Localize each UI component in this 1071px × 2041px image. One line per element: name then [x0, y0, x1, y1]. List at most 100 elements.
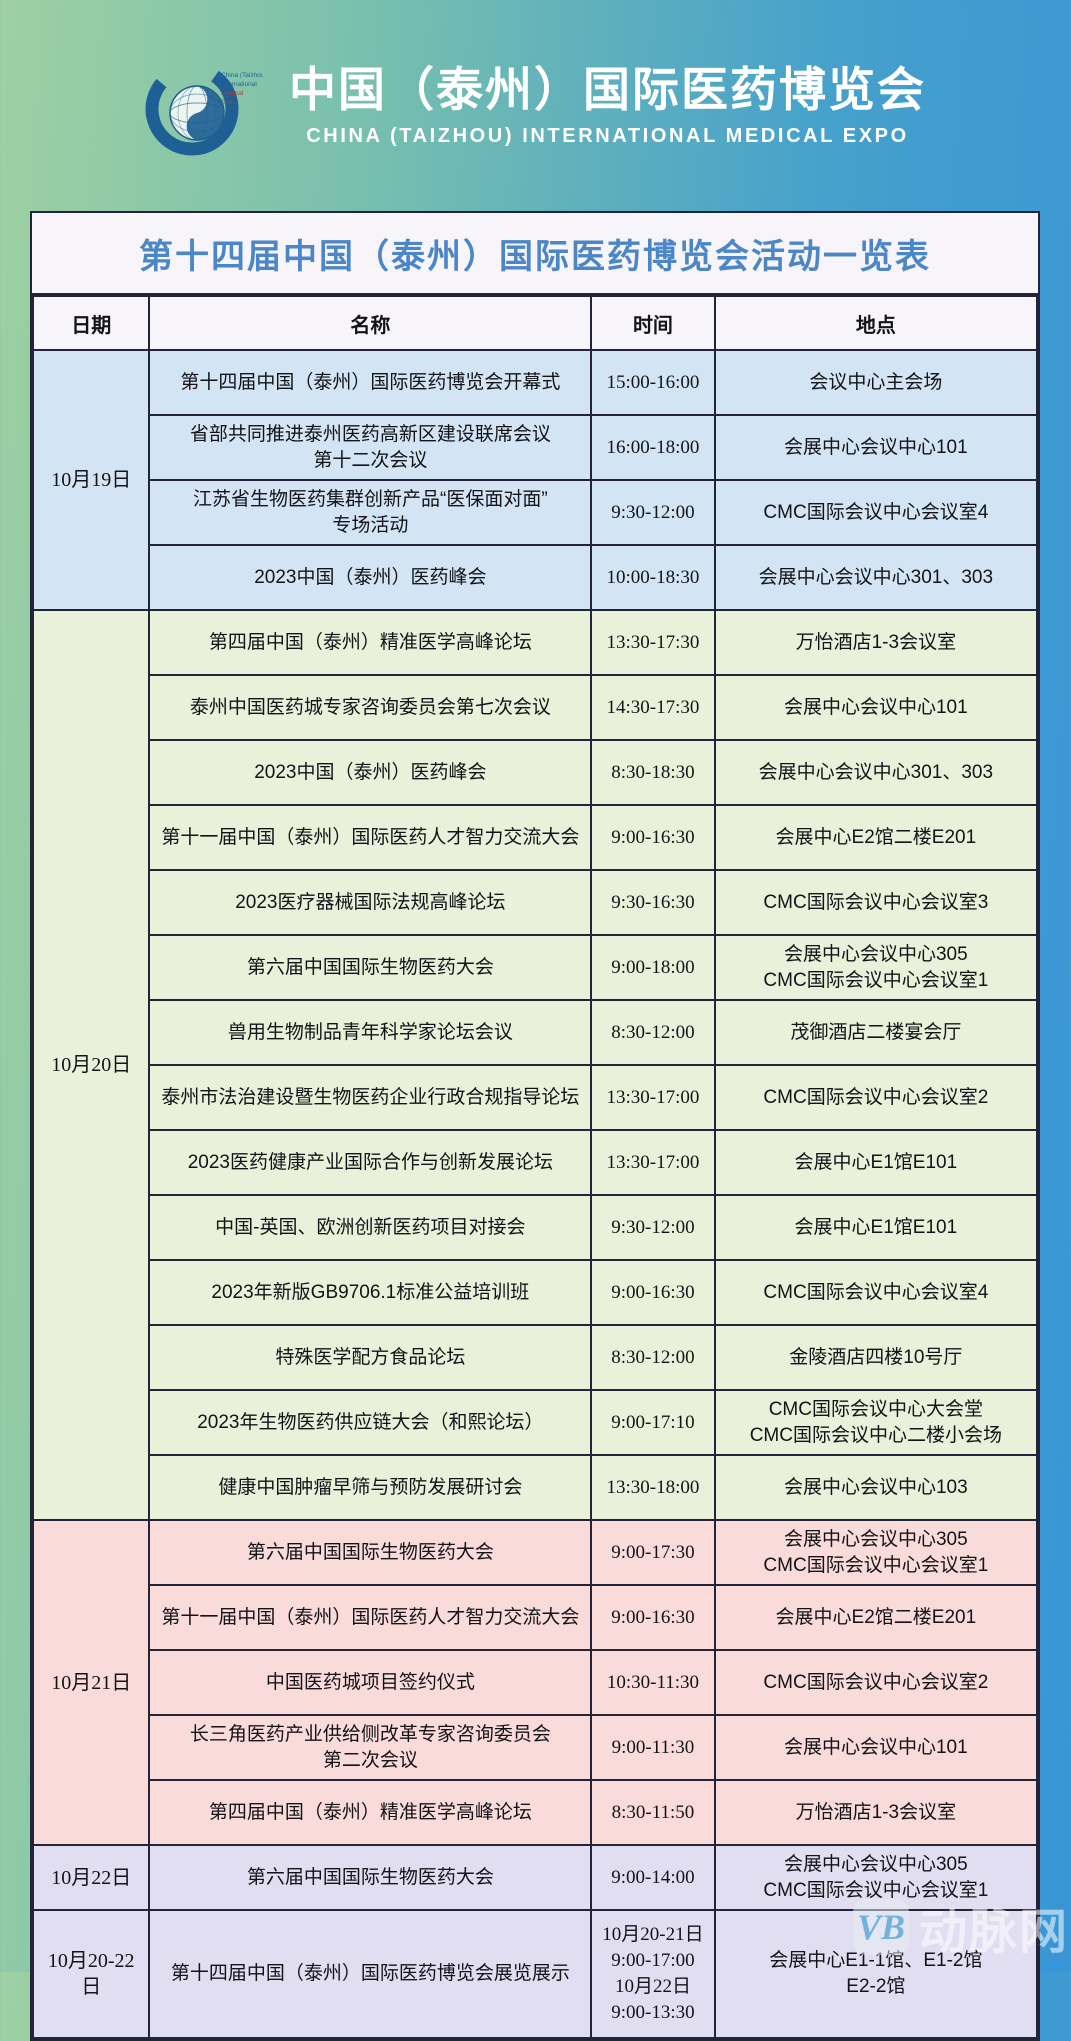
event-location-cell: 会展中心会议中心305 CMC国际会议中心会议室1: [713, 934, 1039, 1001]
event-row: 泰州中国医药城专家咨询委员会第七次会议 14:30-17:30 会展中心会议中心10…: [33, 674, 1039, 741]
event-location-cell: CMC国际会议中心大会堂 CMC国际会议中心二楼小会场: [713, 1389, 1039, 1456]
event-row: 10月22日 第六届中国国际生物医药大会 9:00-14:00 会展中心会议中心305…: [31, 1844, 1039, 1911]
event-name-cell: 特殊医学配方食品论坛: [148, 1324, 593, 1391]
event-time-cell: 9:00-16:30: [590, 804, 716, 871]
event-location-cell: CMC国际会议中心会议室3: [713, 869, 1039, 936]
event-row: 第六届中国国际生物医药大会 9:00-18:00 会展中心会议中心305 CMC国际…: [33, 934, 1039, 1001]
event-location-cell: 会展中心会议中心101: [713, 1714, 1039, 1781]
event-time-cell: 13:30-18:00: [590, 1454, 716, 1521]
date-cell: 10月19日: [31, 349, 151, 611]
event-location-cell: 茂御酒店二楼宴会厅: [713, 999, 1039, 1066]
event-row: 江苏省生物医药集群创新产品“医保面对面” 专场活动 9:30-12:00 CMC国际…: [33, 479, 1039, 546]
event-time-cell: 9:00-14:00: [590, 1844, 716, 1911]
event-row: 2023年生物医药供应链大会（和熙论坛） 9:00-17:10 CMC国际会议中心大…: [33, 1389, 1039, 1456]
event-name-cell: 省部共同推进泰州医药高新区建设联席会议 第十二次会议: [148, 414, 593, 481]
logo-caption-line-3: Medical: [221, 90, 244, 97]
event-row: 健康中国肿瘤早筛与预防发展研讨会 13:30-18:00 会展中心会议中心103: [33, 1454, 1039, 1521]
logo-caption-line-2: International: [221, 81, 257, 88]
event-time-cell: 13:30-17:00: [590, 1129, 716, 1196]
event-name-cell: 2023年生物医药供应链大会（和熙论坛）: [148, 1389, 593, 1456]
event-row: 中国医药城项目签约仪式 10:30-11:30 CMC国际会议中心会议室2: [33, 1649, 1039, 1716]
event-row: 2023医药健康产业国际合作与创新发展论坛 13:30-17:00 会展中心E1馆E…: [33, 1129, 1039, 1196]
event-time-cell: 9:00-18:00: [590, 934, 716, 1001]
event-name-cell: 泰州市法治建设暨生物医药企业行政合规指导论坛: [148, 1064, 593, 1131]
event-row: 2023中国（泰州）医药峰会 8:30-18:30 会展中心会议中心301、303: [33, 739, 1039, 806]
col-header-location: 地点: [713, 295, 1039, 351]
vb-logo-icon: VB: [852, 1899, 909, 1955]
watermark: VB 动脉网: [852, 1892, 1069, 1962]
date-cell: 10月21日: [31, 1519, 151, 1846]
event-name-cell: 中国医药城项目签约仪式: [148, 1649, 593, 1716]
col-header-time: 时间: [590, 295, 716, 351]
event-location-cell: 会展中心会议中心301、303: [713, 739, 1039, 806]
event-name-cell: 2023中国（泰州）医药峰会: [148, 739, 593, 806]
event-time-cell: 14:30-17:30: [590, 674, 716, 741]
event-time-cell: 9:30-12:00: [590, 479, 716, 546]
date-cell: 10月22日: [31, 1844, 151, 1911]
logo-caption-line-1: China (Taizhou): [221, 72, 263, 79]
event-location-cell: CMC国际会议中心会议室2: [713, 1064, 1039, 1131]
event-location-cell: CMC国际会议中心会议室4: [713, 479, 1039, 546]
event-location-cell: 会展中心E2馆二楼E201: [713, 1584, 1039, 1651]
table-title: 第十四届中国（泰州）国际医药博览会活动一览表: [32, 213, 1038, 295]
event-name-cell: 中国-英国、欧洲创新医药项目对接会: [148, 1194, 593, 1261]
event-time-cell: 9:00-11:30: [590, 1714, 716, 1781]
event-location-cell: 会展中心E1馆E101: [713, 1194, 1039, 1261]
schedule-table: 日期 名称 时间 地点 10月19日 第十四届中国（泰州）国际医药博览会开幕式 15…: [31, 295, 1039, 2039]
event-row: 第十一届中国（泰州）国际医药人才智力交流大会 9:00-16:30 会展中心E2馆二…: [33, 804, 1039, 871]
date-cell: 10月20-22日: [31, 1909, 151, 2039]
event-name-cell: 2023年新版GB9706.1标准公益培训班: [148, 1259, 593, 1326]
event-row: 2023医疗器械国际法规高峰论坛 9:30-16:30 CMC国际会议中心会议室3: [33, 869, 1039, 936]
event-name-cell: 第十四届中国（泰州）国际医药博览会开幕式: [148, 349, 593, 416]
event-row: 2023年新版GB9706.1标准公益培训班 9:00-16:30 CMC国际会议中…: [33, 1259, 1039, 1326]
event-location-cell: 会展中心会议中心305 CMC国际会议中心会议室1: [713, 1844, 1039, 1911]
event-time-cell: 10月20-21日 9:00-17:00 10月22日 9:00-13:30: [590, 1909, 716, 2039]
event-time-cell: 16:00-18:00: [590, 414, 716, 481]
event-time-cell: 13:30-17:30: [590, 609, 716, 676]
event-row: 10月20日 第四届中国（泰州）精准医学高峰论坛 13:30-17:30 万怡酒店1-…: [31, 609, 1039, 1521]
event-row: 兽用生物制品青年科学家论坛会议 8:30-12:00 茂御酒店二楼宴会厅: [33, 999, 1039, 1066]
event-name-cell: 2023医药健康产业国际合作与创新发展论坛: [148, 1129, 593, 1196]
event-time-cell: 9:00-17:10: [590, 1389, 716, 1456]
event-row: 2023中国（泰州）医药峰会 10:00-18:30 会展中心会议中心301、303: [33, 544, 1039, 611]
event-name-cell: 2023医疗器械国际法规高峰论坛: [148, 869, 593, 936]
event-time-cell: 9:30-12:00: [590, 1194, 716, 1261]
event-name-cell: 2023中国（泰州）医药峰会: [148, 544, 593, 611]
event-time-cell: 8:30-12:00: [590, 1324, 716, 1391]
date-cell: 10月20日: [31, 609, 151, 1521]
event-row: 中国-英国、欧洲创新医药项目对接会 9:30-12:00 会展中心E1馆E101: [33, 1194, 1039, 1261]
event-name-cell: 兽用生物制品青年科学家论坛会议: [148, 999, 593, 1066]
event-time-cell: 8:30-12:00: [590, 999, 716, 1066]
event-row: 泰州市法治建设暨生物医药企业行政合规指导论坛 13:30-17:00 CMC国际会议…: [33, 1064, 1039, 1131]
logo-caption-line-4: Expo: [221, 99, 236, 106]
event-time-cell: 9:30-16:30: [590, 869, 716, 936]
event-location-cell: 会展中心会议中心103: [713, 1454, 1039, 1521]
table-header-row: 日期 名称 时间 地点: [31, 295, 1039, 351]
event-time-cell: 9:00-16:30: [590, 1259, 716, 1326]
expo-globe-logo-icon: China (Taizhou) International Medical Ex…: [145, 47, 267, 165]
event-row: 10月19日 第十四届中国（泰州）国际医药博览会开幕式 15:00-16:00 会议中…: [31, 349, 1039, 611]
event-row: 第四届中国（泰州）精准医学高峰论坛 8:30-11:50 万怡酒店1-3会议室: [33, 1779, 1039, 1846]
col-header-name: 名称: [148, 295, 593, 351]
event-name-cell: 第十四届中国（泰州）国际医药博览会展览展示: [148, 1909, 593, 2039]
event-name-cell: 第四届中国（泰州）精准医学高峰论坛: [148, 609, 593, 676]
event-name-cell: 第十一届中国（泰州）国际医药人才智力交流大会: [148, 804, 593, 871]
event-location-cell: CMC国际会议中心会议室4: [713, 1259, 1039, 1326]
event-name-cell: 泰州中国医药城专家咨询委员会第七次会议: [148, 674, 593, 741]
event-time-cell: 15:00-16:00: [590, 349, 716, 416]
banner: China (Taizhou) International Medical Ex…: [0, 0, 1071, 211]
event-location-cell: 会展中心会议中心101: [713, 674, 1039, 741]
banner-subtitle-en: CHINA (TAIZHOU) INTERNATIONAL MEDICAL EX…: [306, 125, 909, 148]
schedule-panel: 第十四届中国（泰州）国际医药博览会活动一览表 日期 名称 时间 地点 10月19…: [30, 211, 1040, 2041]
event-row: 第十一届中国（泰州）国际医药人才智力交流大会 9:00-16:30 会展中心E2馆二…: [33, 1584, 1039, 1651]
event-time-cell: 10:30-11:30: [590, 1649, 716, 1716]
event-location-cell: 会展中心会议中心101: [713, 414, 1039, 481]
event-time-cell: 9:00-16:30: [590, 1584, 716, 1651]
event-time-cell: 8:30-18:30: [590, 739, 716, 806]
event-location-cell: CMC国际会议中心会议室2: [713, 1649, 1039, 1716]
event-location-cell: 会展中心E2馆二楼E201: [713, 804, 1039, 871]
event-name-cell: 长三角医药产业供给侧改革专家咨询委员会 第二次会议: [148, 1714, 593, 1781]
col-header-date: 日期: [31, 295, 151, 351]
event-location-cell: 万怡酒店1-3会议室: [713, 609, 1039, 676]
event-row: 省部共同推进泰州医药高新区建设联席会议 第十二次会议 16:00-18:00 会展中…: [33, 414, 1039, 481]
